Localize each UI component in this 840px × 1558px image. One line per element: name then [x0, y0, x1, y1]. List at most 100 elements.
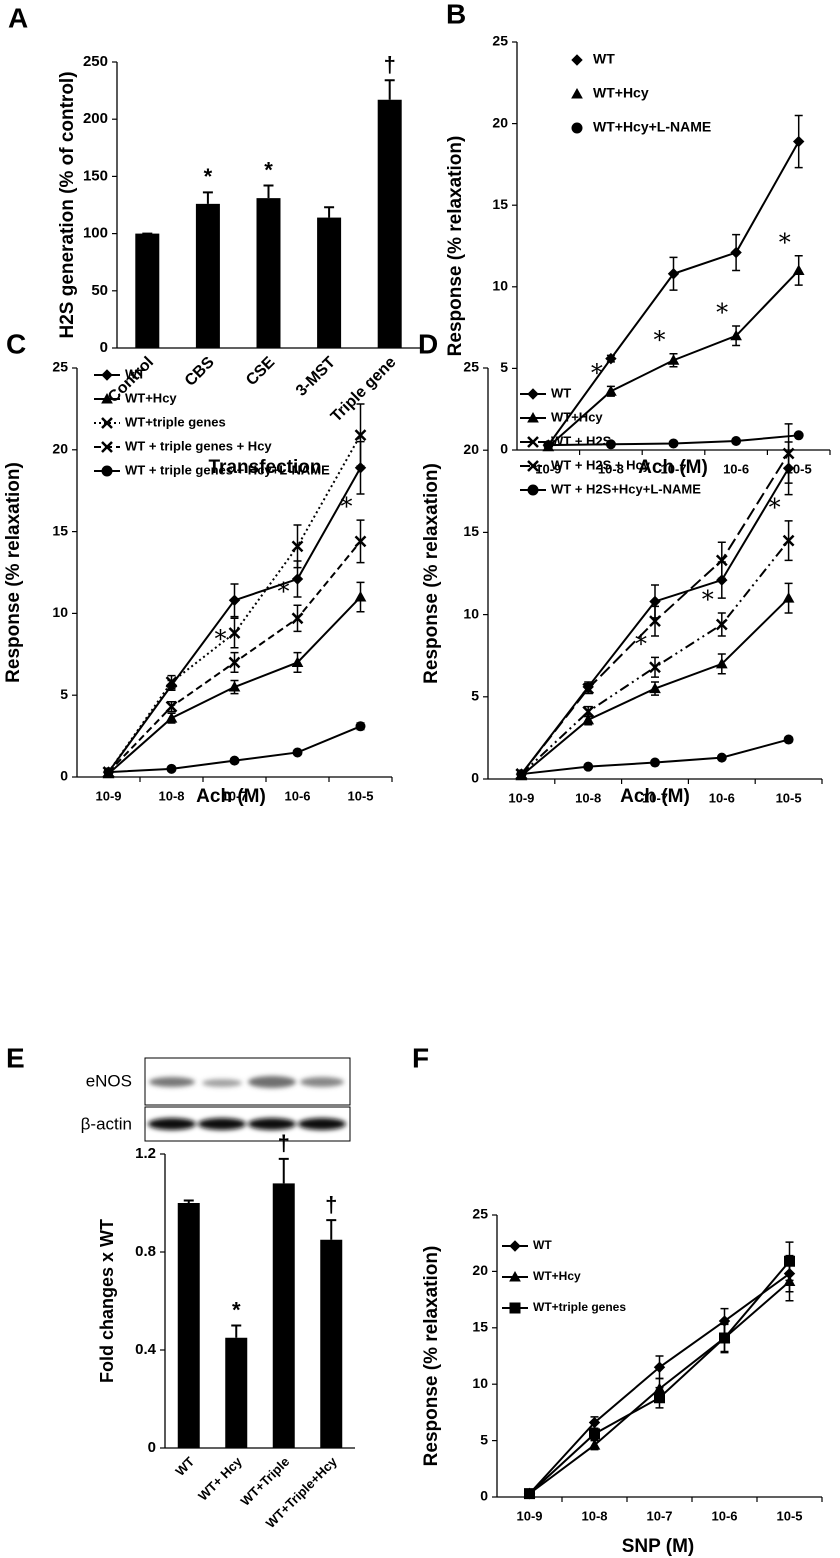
data-point [649, 757, 661, 768]
significance-mark: * [635, 630, 647, 658]
y-tick-label: 0 [60, 768, 68, 784]
legend-label: WT+Hcy [125, 390, 177, 405]
data-point [165, 676, 178, 688]
data-point [653, 1361, 666, 1373]
legend-marker [527, 388, 539, 400]
significance-mark: * [278, 578, 290, 606]
data-point [229, 755, 240, 766]
y-tick-label: 20 [492, 114, 508, 130]
legend-marker [101, 392, 113, 404]
panel-label: D [418, 328, 438, 359]
y-tick-label: 0 [100, 339, 108, 356]
panel-label: A [8, 2, 28, 33]
data-point [654, 1392, 665, 1404]
blot-band [198, 1118, 246, 1130]
legend-marker [571, 122, 583, 134]
y-tick-label: 0 [480, 1488, 488, 1504]
y-tick-label: 1.2 [135, 1145, 156, 1162]
data-point [667, 354, 680, 365]
bar [256, 198, 281, 348]
blot-band [248, 1118, 296, 1130]
data-point [731, 436, 742, 447]
y-tick-label: 15 [492, 196, 508, 212]
data-point [782, 534, 795, 547]
significance-mark: * [232, 1297, 241, 1322]
significance-mark: † [278, 1131, 290, 1156]
y-tick-label: 25 [463, 359, 479, 375]
x-tick-label: 10-7 [642, 790, 668, 805]
y-axis-title: Response (% relaxation) [421, 463, 442, 684]
significance-mark: † [325, 1192, 337, 1217]
error-bar [324, 206, 335, 218]
y-tick-label: 10 [472, 1375, 488, 1391]
x-tick-label: 10-7 [660, 461, 686, 476]
y-axis-title: Response (% relaxation) [3, 462, 24, 683]
data-point [355, 721, 366, 732]
error-bar [183, 1199, 194, 1203]
x-axis-title: Ach (M) [196, 786, 266, 807]
error-bar [384, 79, 395, 100]
legend-marker [101, 369, 113, 381]
legend-marker [101, 465, 113, 477]
data-point [228, 680, 241, 692]
data-point [582, 713, 595, 725]
significance-mark: * [779, 228, 791, 256]
bar [317, 217, 342, 348]
blot-band [149, 1077, 195, 1087]
data-point [165, 700, 178, 713]
data-point [582, 682, 595, 695]
data-point [793, 430, 804, 441]
blot-label: β-actin [81, 1114, 132, 1133]
bar [320, 1239, 343, 1448]
data-point [605, 352, 617, 365]
data-point [228, 594, 241, 607]
significance-mark: † [384, 52, 396, 77]
x-tick-label: 10-8 [581, 1508, 607, 1523]
data-point [524, 1488, 535, 1500]
legend-label: WT+Hcy+L-NAME [593, 119, 711, 135]
y-tick-label: 20 [52, 441, 68, 457]
bar [272, 1183, 295, 1448]
y-tick-label: 0 [471, 770, 479, 786]
legend-label: WT+Hcy [551, 409, 603, 424]
error-bar [231, 1324, 242, 1338]
legend-marker [509, 1240, 521, 1252]
significance-mark: * [591, 359, 603, 387]
blot-label: eNOS [86, 1071, 132, 1090]
x-tick-label: 10-6 [711, 1508, 737, 1523]
y-tick-label: 20 [472, 1262, 488, 1278]
data-point [354, 591, 367, 602]
significance-mark: * [716, 298, 728, 326]
y-tick-label: 20 [463, 441, 479, 457]
data-point [649, 615, 661, 628]
y-axis-title: Response (% relaxation) [421, 1246, 442, 1467]
legend-label: WT + triple genes + Hcy [125, 438, 272, 453]
legend-label: WT [125, 366, 145, 381]
bar [377, 99, 402, 348]
data-point [792, 135, 805, 148]
y-tick-label: 5 [480, 1431, 488, 1447]
error-bar [326, 1219, 337, 1240]
y-tick-label: 100 [83, 225, 108, 242]
x-axis-title: Ach (M) [620, 786, 690, 807]
data-point [582, 705, 595, 718]
panel-label: C [6, 328, 26, 359]
x-tick-label: 10-5 [786, 461, 812, 476]
data-point [784, 1255, 795, 1267]
data-point [228, 656, 241, 669]
y-tick-label: 150 [83, 167, 108, 184]
error-bar [263, 184, 274, 199]
y-tick-label: 0 [148, 1439, 156, 1456]
significance-mark: * [204, 164, 213, 189]
data-point [668, 438, 679, 449]
y-tick-label: 15 [472, 1319, 488, 1335]
data-point [165, 712, 178, 723]
data-point [291, 540, 304, 553]
x-axis-title: Ach (M) [638, 457, 708, 478]
y-tick-label: 5 [471, 688, 479, 704]
data-point [291, 612, 304, 625]
legend-marker [527, 484, 539, 496]
data-point [649, 661, 661, 674]
y-tick-label: 0.8 [135, 1243, 156, 1260]
data-point [583, 761, 594, 772]
